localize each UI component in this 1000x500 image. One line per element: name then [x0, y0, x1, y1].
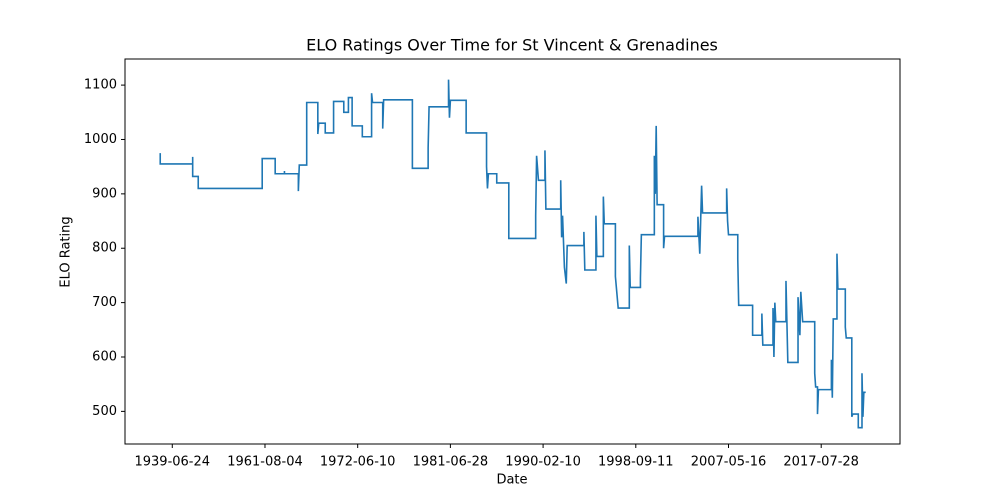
y-tick-label: 600	[92, 349, 117, 364]
x-tick-label: 2017-07-28	[783, 455, 859, 470]
x-tick-label: 1998-09-11	[598, 455, 674, 470]
y-tick-label: 700	[92, 295, 117, 310]
x-axis-label: Date	[496, 473, 527, 488]
y-tick-label: 1000	[84, 132, 117, 147]
y-tick-label: 800	[92, 241, 117, 256]
y-tick-label: 1100	[84, 78, 117, 93]
y-tick-label: 900	[92, 186, 117, 201]
x-tick-label: 1972-06-10	[320, 455, 396, 470]
x-tick-label: 2007-05-16	[691, 455, 767, 470]
x-tick-label: 1939-06-24	[134, 455, 210, 470]
plot-frame	[124, 58, 901, 445]
data-line	[159, 79, 866, 429]
y-tick-label: 500	[92, 404, 117, 419]
x-tick-label: 1961-08-04	[227, 455, 303, 470]
chart-title: ELO Ratings Over Time for St Vincent & G…	[306, 36, 718, 55]
x-tick-label: 1990-02-10	[505, 455, 581, 470]
x-tick-label: 1981-06-28	[413, 455, 489, 470]
y-axis-label: ELO Rating	[59, 216, 74, 287]
